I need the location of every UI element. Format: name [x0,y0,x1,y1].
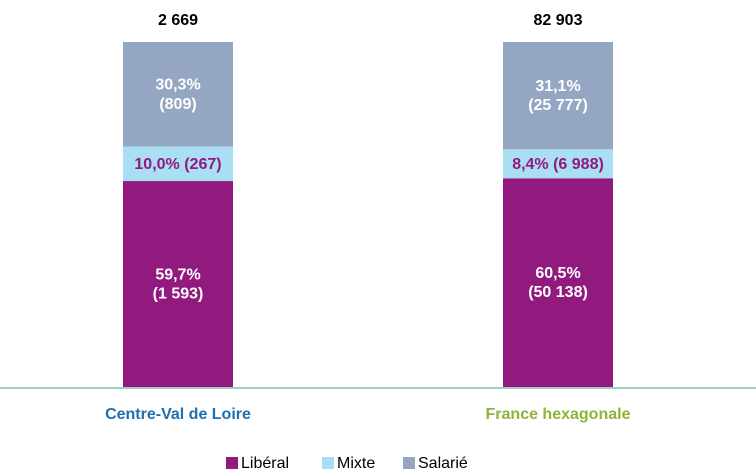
legend-label: Mixte [337,455,375,472]
total-label: 2 669 [158,12,198,29]
legend-label: Libéral [241,455,289,472]
value-label: 10,0% (267) [134,156,221,173]
category-label: France hexagonale [486,406,631,423]
bar-segment [503,149,613,179]
value-label: 30,3% (809) [155,77,200,113]
bar-segment [123,181,233,387]
legend-swatch [322,457,334,469]
value-label: 8,4% (6 988) [512,156,604,173]
legend-swatch [226,457,238,469]
value-label: 60,5% (50 138) [528,265,588,301]
bar-segment [123,42,233,147]
legend-swatch [403,457,415,469]
value-label: 31,1% (25 777) [528,78,588,114]
value-label: 59,7% (1 593) [153,267,204,303]
bar-segment [503,42,613,150]
bar-segment [123,146,233,182]
total-label: 82 903 [534,12,583,29]
legend-label: Salarié [418,455,468,472]
category-label: Centre-Val de Loire [105,406,251,423]
bar-segment [503,178,613,387]
